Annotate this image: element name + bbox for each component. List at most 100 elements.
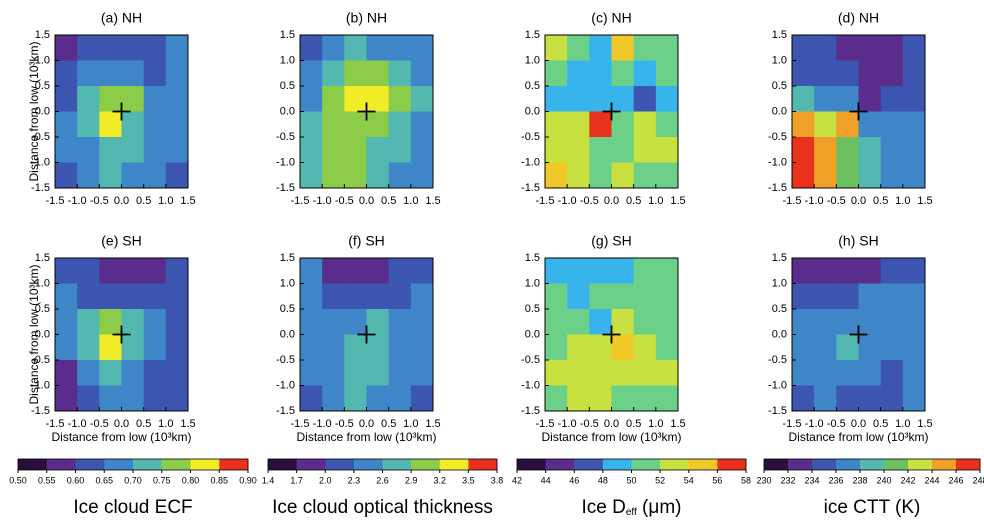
y-tick-label: 1.5 — [525, 29, 540, 41]
colorbar-swatch — [836, 459, 861, 470]
cell — [410, 137, 434, 163]
cell — [611, 111, 635, 138]
cell — [814, 162, 837, 189]
panel-title: (c) NH — [591, 10, 631, 26]
cell — [300, 283, 323, 310]
cell — [121, 309, 145, 335]
cell — [836, 360, 859, 386]
cell — [165, 35, 189, 61]
cell — [366, 35, 390, 61]
colorbar-tick-label: 246 — [948, 475, 963, 485]
cell — [902, 60, 926, 87]
y-tick-label: -1.0 — [768, 156, 787, 168]
panel-title: (a) NH — [101, 10, 142, 26]
cell — [165, 385, 189, 412]
x-tick-label: -0.5 — [90, 195, 109, 207]
cell — [880, 86, 904, 112]
cell — [77, 35, 100, 61]
cell — [814, 334, 837, 361]
panel-title: (e) SH — [101, 233, 141, 249]
cell — [858, 162, 882, 189]
cell — [121, 334, 145, 361]
colorbar-swatch — [268, 459, 297, 470]
cell — [77, 60, 100, 87]
cell — [99, 162, 122, 189]
cell — [388, 137, 412, 163]
cell — [322, 35, 345, 61]
colorbar-swatch — [545, 459, 575, 470]
cell — [99, 111, 122, 138]
cell — [655, 258, 679, 284]
y-tick-label: 0.5 — [280, 80, 295, 92]
cell — [880, 309, 904, 335]
cell — [611, 360, 635, 386]
colorbar-title-subscript: eff — [626, 507, 637, 518]
cell — [55, 309, 78, 335]
cell — [814, 35, 837, 61]
x-tick-label: 1.5 — [670, 195, 685, 207]
cell — [410, 86, 434, 112]
cell — [880, 60, 904, 87]
y-tick-label: 0.5 — [35, 80, 50, 92]
x-tick-label: -0.5 — [827, 195, 846, 207]
colorbar-swatch — [574, 459, 604, 470]
x-axis-label: Distance from low (10³km) — [541, 430, 681, 444]
colorbar-tick-label: 236 — [828, 475, 843, 485]
x-tick-label: 0.5 — [626, 418, 641, 430]
cell — [121, 360, 145, 386]
x-tick-label: -1.0 — [68, 418, 87, 430]
cell — [545, 111, 568, 138]
cell — [545, 162, 568, 189]
cell — [611, 258, 635, 284]
cell — [792, 86, 815, 112]
cell — [858, 137, 882, 163]
cell — [143, 334, 167, 361]
cell — [655, 309, 679, 335]
y-tick-label: 1.0 — [525, 277, 540, 289]
colorbar-tick-label: 238 — [852, 475, 867, 485]
x-tick-label: 0.5 — [136, 195, 151, 207]
colorbar-tick-label: 1.7 — [290, 475, 303, 485]
cell — [814, 137, 837, 163]
cell — [300, 86, 323, 112]
cell — [902, 309, 926, 335]
cell — [902, 111, 926, 138]
cell — [633, 35, 657, 61]
cell — [300, 111, 323, 138]
cell — [655, 60, 679, 87]
cell — [77, 385, 100, 412]
colorbar-tick-label: 3.2 — [433, 475, 446, 485]
cell — [880, 137, 904, 163]
cell — [545, 385, 568, 412]
cell — [792, 334, 815, 361]
x-tick-label: -1.0 — [313, 195, 332, 207]
colorbar-tick-label: 58 — [741, 475, 751, 485]
low-center-marker — [602, 325, 621, 344]
y-tick-label: 0.0 — [772, 328, 787, 340]
y-tick-label: 1.5 — [35, 252, 50, 264]
cell — [792, 283, 815, 310]
colorbar-swatch — [353, 459, 383, 470]
cell — [792, 137, 815, 163]
colorbar-swatch — [75, 459, 105, 470]
cell — [792, 385, 815, 412]
cell — [77, 283, 100, 310]
cell — [567, 309, 590, 335]
y-tick-label: -1.0 — [768, 379, 787, 391]
cell — [858, 258, 882, 284]
cell — [611, 309, 635, 335]
cell — [792, 360, 815, 386]
y-tick-label: 1.0 — [772, 54, 787, 66]
cell — [55, 162, 78, 189]
cell — [655, 137, 679, 163]
cell — [143, 86, 167, 112]
cell — [655, 111, 679, 138]
cell — [366, 309, 390, 335]
cell — [545, 86, 568, 112]
y-tick-label: -1.5 — [768, 405, 787, 417]
cell — [77, 309, 100, 335]
cell — [611, 137, 635, 163]
colorbar-tick-label: 2.9 — [405, 475, 418, 485]
cell — [545, 137, 568, 163]
cell — [792, 258, 815, 284]
